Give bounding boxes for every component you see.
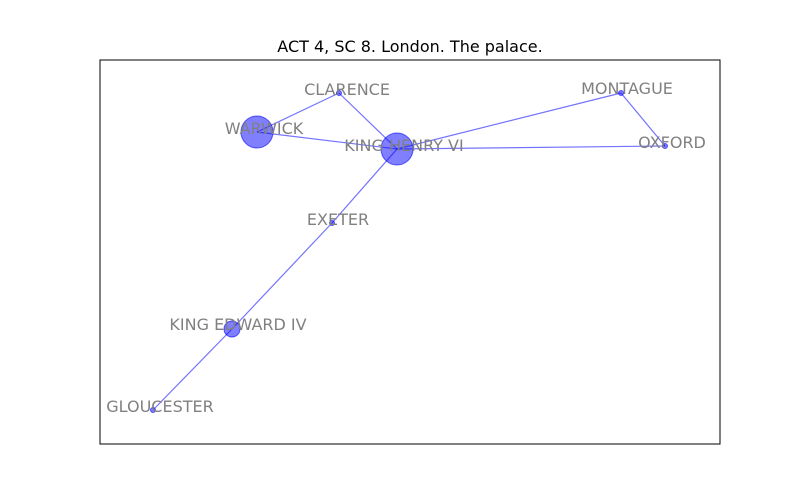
edge-king-henry-vi-montague	[396, 92, 622, 150]
node-label-montague: MONTAGUE	[581, 79, 673, 98]
node-oxford	[662, 143, 668, 149]
node-label-exeter: EXETER	[307, 210, 369, 229]
node-king-henry-vi	[380, 132, 414, 166]
node-label-oxford: OXFORD	[638, 133, 706, 152]
node-label-king-edward-iv: KING EDWARD IV	[169, 315, 306, 334]
node-montague	[618, 90, 624, 96]
edge-warwick-king-henry-vi	[256, 131, 398, 150]
edge-montague-oxford	[620, 92, 666, 147]
edge-king-henry-vi-oxford	[396, 145, 666, 150]
node-label-warwick: WARWICK	[225, 119, 304, 138]
edges-layer	[152, 92, 666, 411]
labels-layer: CLARENCE MONTAGUE WARWICK KING HENRY VI OXFO…	[106, 79, 706, 416]
nodes-layer	[150, 90, 668, 413]
node-label-gloucester: GLOUCESTER	[106, 397, 213, 416]
node-gloucester	[150, 407, 156, 413]
node-king-edward-iv	[223, 320, 241, 338]
node-clarence	[336, 90, 342, 96]
node-label-clarence: CLARENCE	[304, 80, 390, 99]
chart-title: ACT 4, SC 8. London. The palace.	[277, 37, 542, 56]
edge-exeter-king-edward-iv	[231, 222, 333, 330]
node-exeter	[329, 220, 335, 226]
node-label-king-henry-vi: KING HENRY VI	[344, 136, 463, 155]
edge-king-edward-iv-gloucester	[152, 328, 233, 411]
plot-frame	[99, 59, 721, 445]
node-warwick	[240, 115, 274, 149]
